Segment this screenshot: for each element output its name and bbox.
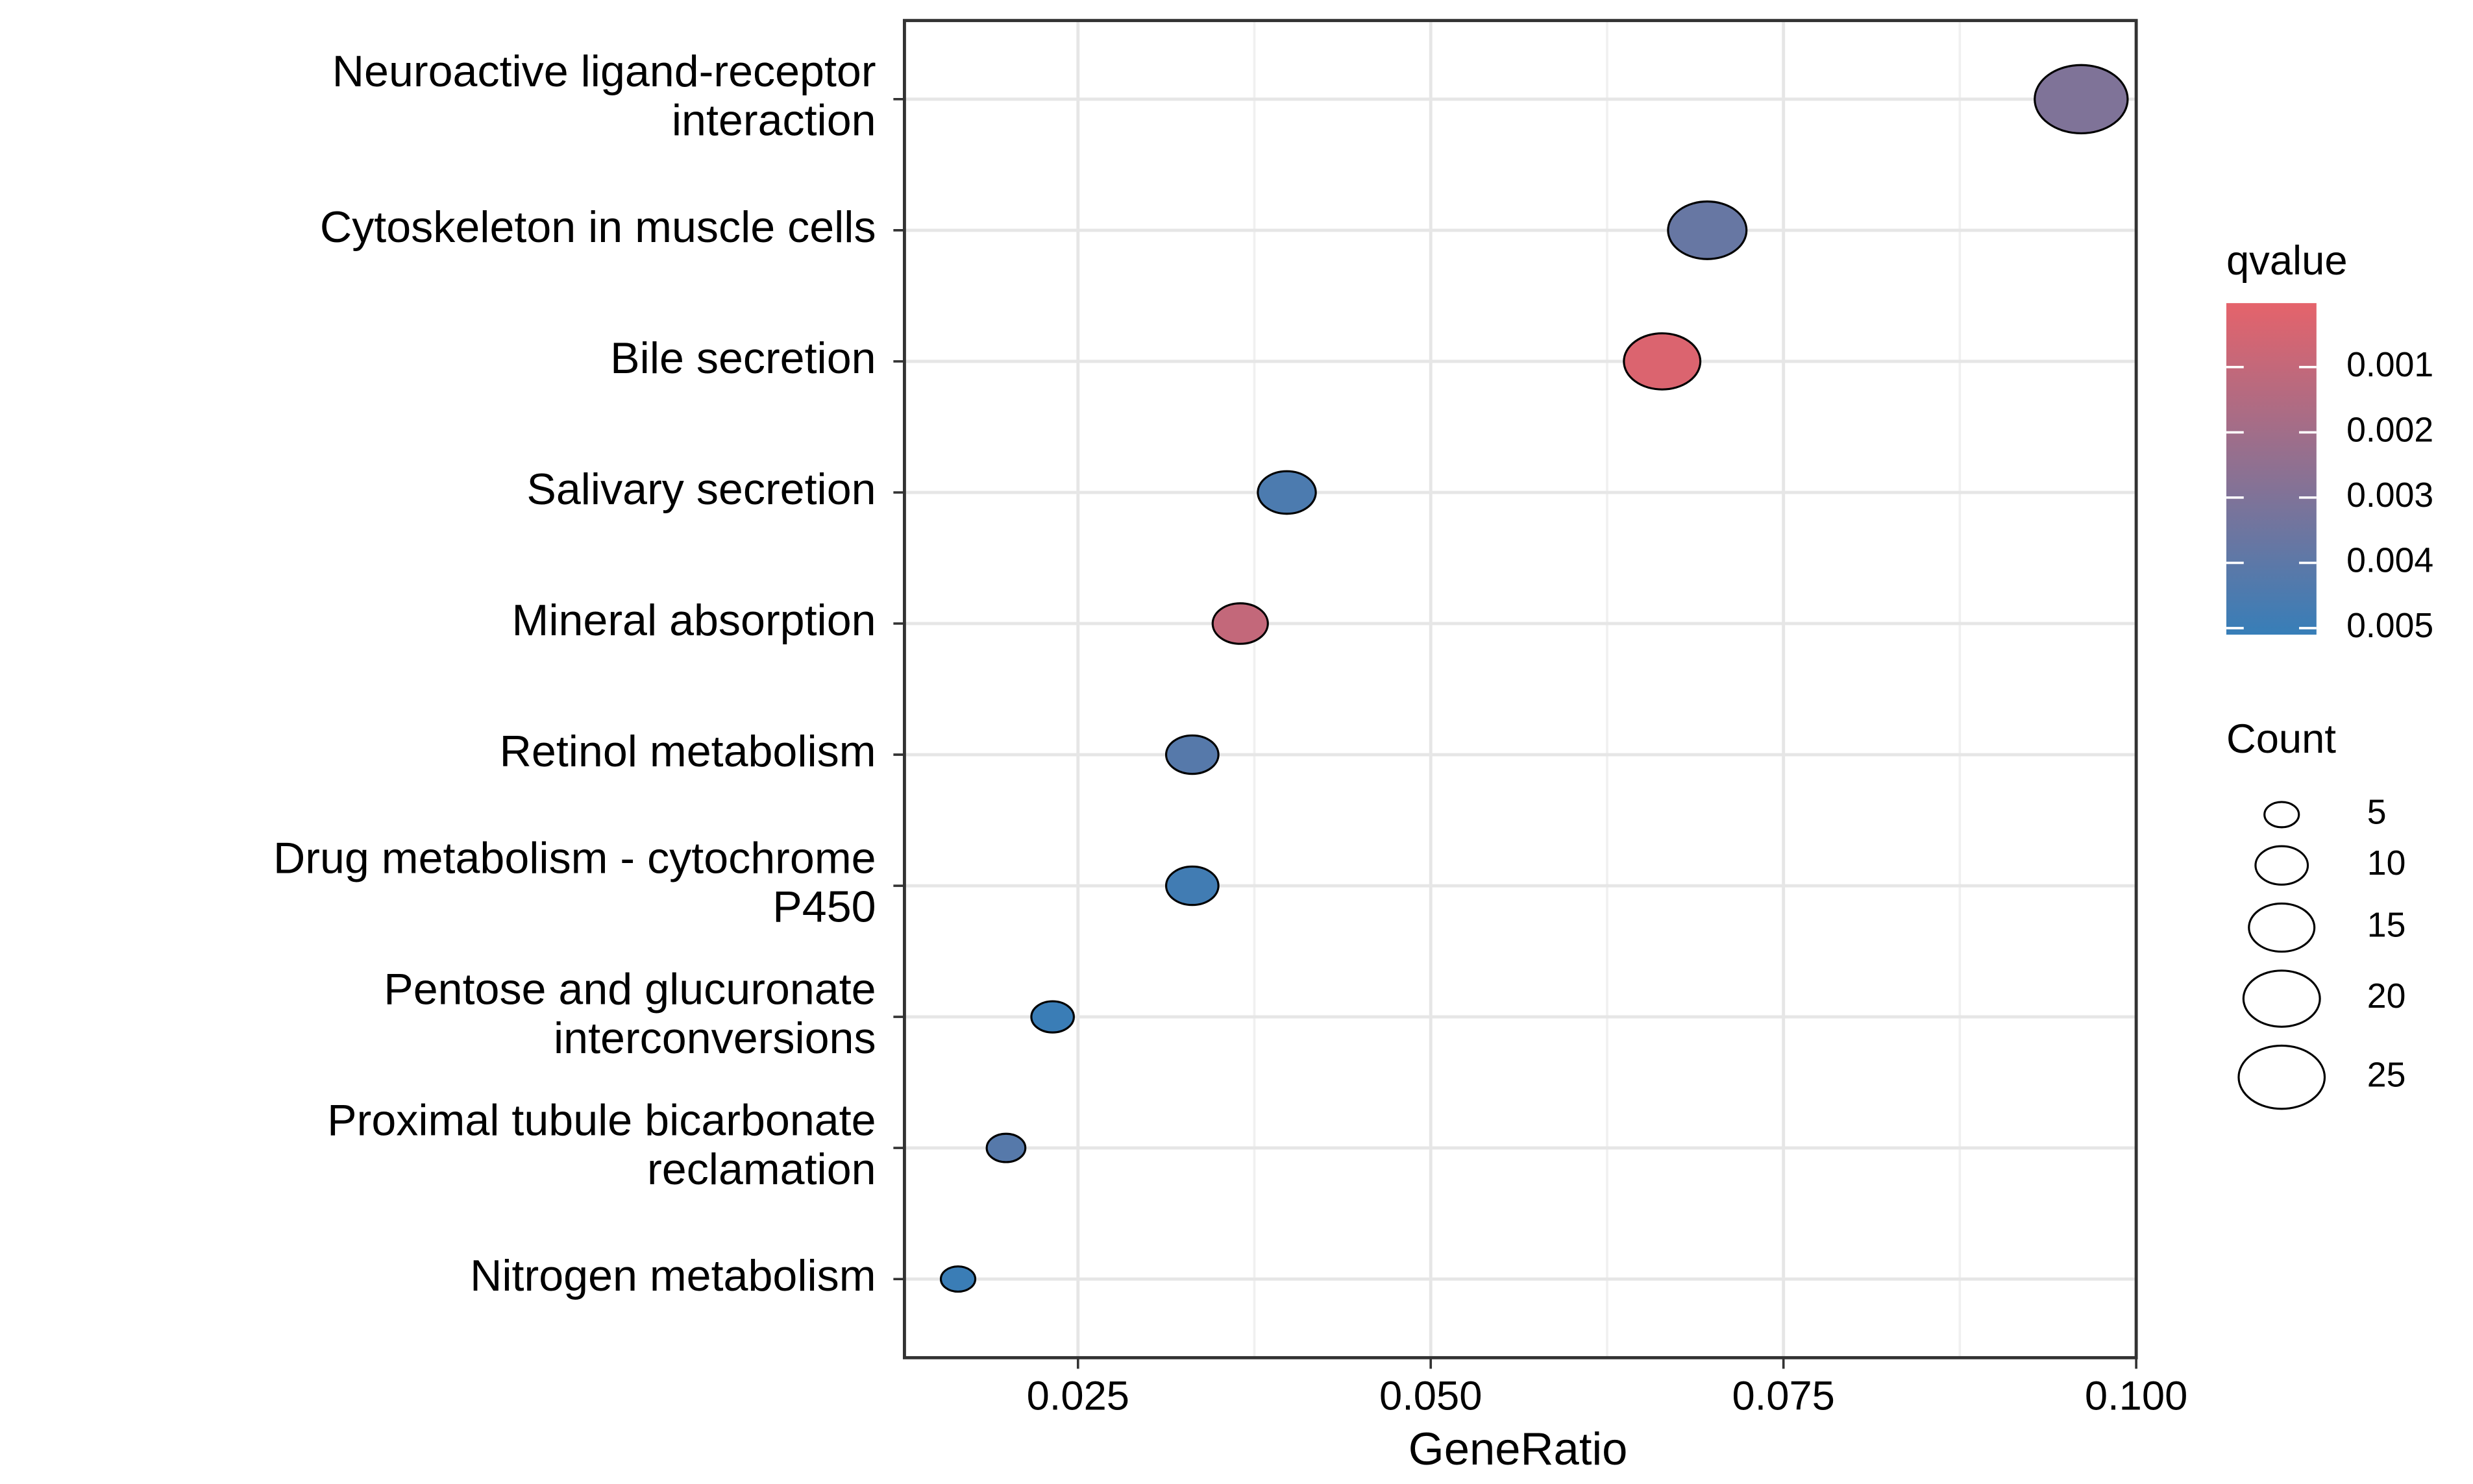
dot [1667,200,1748,260]
size-legend-key [2263,801,2300,829]
dot [1257,470,1317,515]
size-legend-label: 20 [2367,977,2406,1016]
size-legend-key [2242,969,2321,1028]
colorbar-label: 0.004 [2346,542,2433,580]
dot [2034,64,2129,135]
y-tick-label: Nitrogen metabolism [470,1251,876,1300]
y-tick-label: Bile secretion [610,334,876,383]
size-legend-key [2254,845,2309,886]
x-tick-label: 0.075 [1732,1373,1834,1418]
dot [1030,1000,1075,1034]
dot [985,1132,1027,1163]
x-axis-title: GeneRatio [1409,1423,1628,1474]
x-tick-label: 0.100 [2085,1373,2187,1418]
plot-panel [904,20,2137,1358]
y-tick-label: Salivary secretion [526,465,876,514]
x-tick-label: 0.025 [1027,1373,1129,1418]
y-tick-label: Retinol metabolism [500,727,876,776]
colorbar [2226,303,2317,635]
size-legend-key [2237,1044,2326,1110]
dot [1164,734,1220,775]
size-legend-label: 5 [2367,794,2387,832]
size-legend-label: 10 [2367,844,2406,882]
colorbar-label: 0.002 [2346,411,2433,449]
y-tick-label: Mineral absorption [512,596,876,645]
y-tick-label: Drug metabolism - cytochrome P450 [273,833,876,931]
color-legend-title: qvalue [2226,238,2348,284]
dot [1623,332,1702,391]
size-legend-key [2248,902,2316,953]
x-tick-label: 0.050 [1379,1373,1482,1418]
dot [1211,602,1269,645]
size-legend-title: Count [2226,716,2336,762]
dot [939,1265,977,1293]
y-tick-label: Neuroactive ligand-receptor interaction [332,47,876,145]
colorbar-label: 0.005 [2346,607,2433,645]
colorbar-label: 0.003 [2346,476,2433,515]
y-tick-label: Proximal tubule bicarbonate reclamation [327,1095,876,1193]
y-tick-label: Cytoskeleton in muscle cells [320,202,876,252]
dot [1164,865,1220,906]
size-legend-label: 15 [2367,906,2406,945]
y-tick-label: Pentose and glucuronate interconversions [384,964,876,1062]
size-legend-label: 25 [2367,1056,2406,1094]
colorbar-label: 0.001 [2346,346,2433,384]
panel-border [902,19,2138,1359]
